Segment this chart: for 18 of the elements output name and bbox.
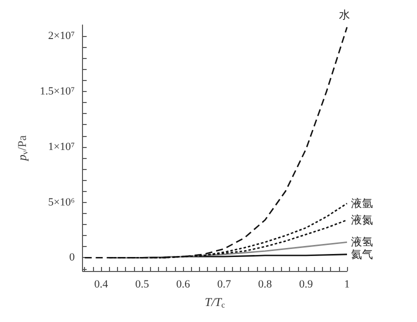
- y-tick-label: 1.5×10⁷: [40, 85, 75, 98]
- y-tick-label: 1×10⁷: [48, 140, 75, 153]
- x-tick-label: 0.4: [94, 278, 109, 290]
- series-label: 水: [339, 8, 350, 22]
- x-tick-label: 0.7: [217, 278, 232, 290]
- x-tick-label: 0.8: [258, 278, 272, 290]
- x-tick-label: 1: [344, 278, 350, 290]
- x-tick-label: 0.9: [299, 278, 314, 290]
- series-label: 液氩: [351, 196, 373, 210]
- series-label: 液氮: [351, 214, 373, 227]
- y-tick-label: 5×10⁶: [48, 196, 75, 208]
- y-axis-title: pv/Pa: [15, 134, 30, 162]
- y-tick-label: 0: [69, 252, 76, 264]
- x-tick-label: 0.6: [176, 278, 190, 290]
- series-label: 液氢: [351, 236, 373, 249]
- y-tick-label: 2×10⁷: [48, 30, 75, 42]
- series-label: 氦气: [351, 248, 373, 261]
- x-tick-label: 0.5: [135, 278, 150, 290]
